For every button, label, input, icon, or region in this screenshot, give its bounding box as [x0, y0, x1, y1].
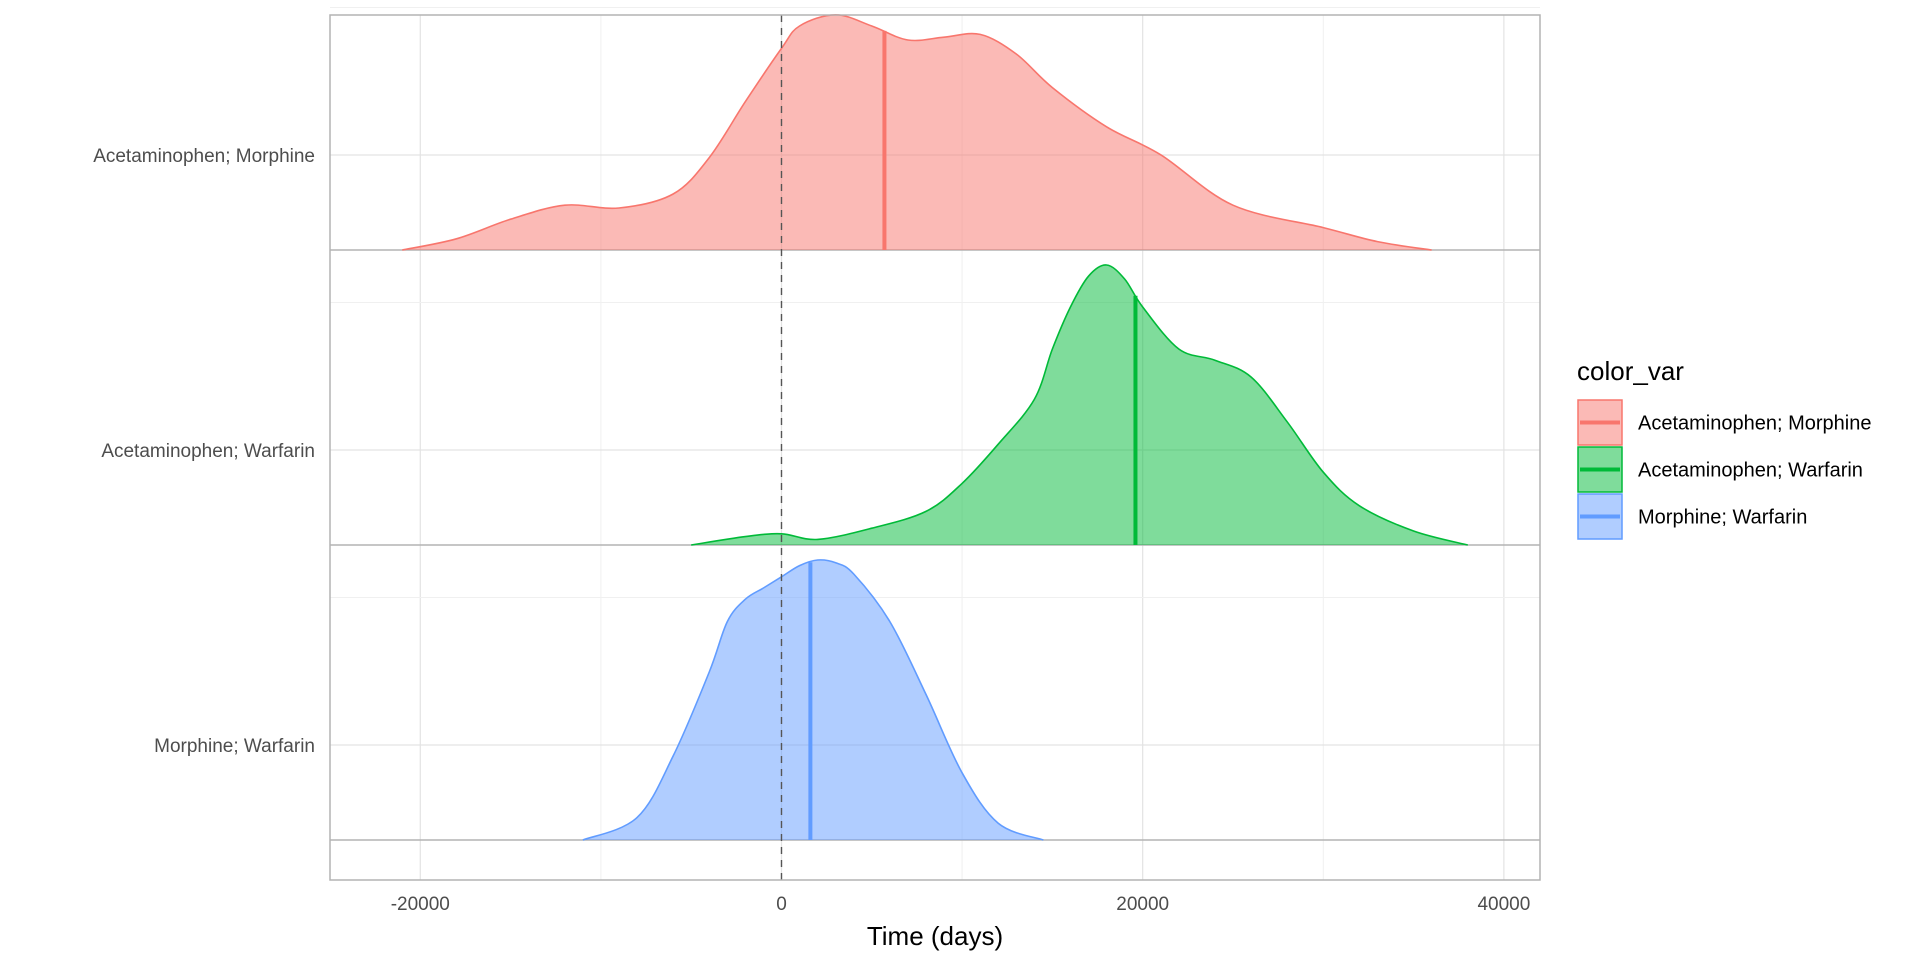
- ridge-outline-3: [582, 559, 1044, 841]
- ridge-layer: [330, 13, 1540, 841]
- x-axis-title: Time (days): [867, 921, 1003, 951]
- x-tick-label: -20000: [391, 894, 450, 915]
- legend-label: Acetaminophen; Morphine: [1638, 413, 1871, 435]
- legend-label: Morphine; Warfarin: [1638, 507, 1807, 529]
- ridge-outline-2: [691, 264, 1468, 546]
- legend-label: Acetaminophen; Warfarin: [1638, 460, 1863, 482]
- y-tick-label: Acetaminophen; Morphine: [93, 146, 315, 167]
- ridge-area-1: [402, 14, 1432, 250]
- y-tick-label-layer: Acetaminophen; Morphine Acetaminophen; Wa…: [93, 146, 315, 757]
- ridge-outline-1: [402, 13, 1432, 251]
- x-tick-label: 0: [776, 894, 787, 915]
- ridge-area-2: [691, 264, 1468, 545]
- panel-border: [329, 14, 1541, 881]
- y-tick-label: Morphine; Warfarin: [154, 736, 315, 757]
- ridge-area-3: [582, 559, 1044, 840]
- y-tick-label: Acetaminophen; Warfarin: [101, 441, 315, 462]
- legend: color_var Acetaminophen; Morphine Acetami…: [1577, 356, 1871, 540]
- legend-title: color_var: [1577, 356, 1684, 386]
- x-tick-label-layer: -20000 0 20000 40000: [391, 894, 1531, 915]
- x-tick-label: 20000: [1116, 894, 1169, 915]
- x-tick-label: 40000: [1477, 894, 1530, 915]
